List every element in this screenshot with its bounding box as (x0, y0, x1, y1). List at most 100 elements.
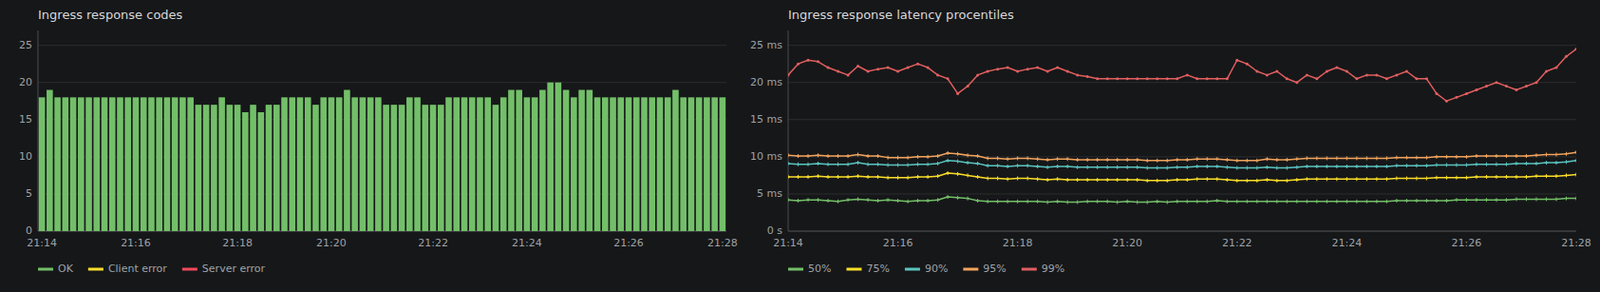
marker (1454, 175, 1459, 180)
legend: OKClient errorServer error (37, 262, 266, 275)
marker (906, 66, 910, 70)
marker (1465, 92, 1469, 95)
line (788, 160, 1577, 169)
marker (1225, 76, 1229, 80)
marker (796, 198, 801, 203)
bar (452, 96, 460, 231)
marker (926, 66, 930, 70)
marker (1394, 73, 1398, 76)
marker (1315, 176, 1319, 181)
marker (1304, 199, 1309, 204)
marker (1434, 198, 1439, 203)
marker (836, 162, 841, 167)
marker (1075, 177, 1080, 182)
y-tick-label: 10 ms (750, 150, 783, 163)
marker (1255, 199, 1260, 204)
bar (210, 104, 218, 231)
marker (1544, 69, 1548, 73)
marker (1534, 196, 1539, 201)
marker (1444, 198, 1449, 203)
marker (916, 162, 921, 167)
bar (375, 96, 382, 231)
bar (531, 96, 539, 231)
x-tick-label: 21:16 (120, 236, 151, 249)
marker (1524, 174, 1528, 179)
marker (1434, 92, 1438, 95)
marker (1543, 160, 1548, 165)
bar (351, 96, 358, 231)
marker (1105, 157, 1110, 162)
marker (1384, 164, 1389, 169)
line (788, 172, 1577, 181)
x-tick-label: 21:28 (1561, 236, 1592, 249)
marker (1454, 154, 1459, 159)
marker (905, 155, 910, 160)
marker (865, 162, 870, 167)
marker (1204, 156, 1209, 161)
marker (1454, 197, 1459, 202)
marker (916, 154, 921, 159)
bar (398, 104, 406, 231)
marker (1374, 199, 1379, 204)
bar (320, 96, 327, 231)
marker (1255, 158, 1260, 163)
marker (816, 59, 820, 63)
marker (865, 197, 870, 202)
marker (1055, 156, 1060, 161)
bar (288, 96, 296, 231)
marker (1005, 199, 1010, 204)
marker (956, 171, 960, 176)
legend-label: 99% (1041, 262, 1065, 275)
y-tick-label: 5 ms (756, 187, 783, 200)
marker (856, 160, 861, 165)
bar (343, 90, 351, 231)
marker (1324, 199, 1329, 204)
grid-line (788, 192, 1577, 194)
x-tick-label: 21:14 (26, 236, 57, 249)
legend-swatch (1021, 267, 1037, 271)
marker (1494, 197, 1499, 202)
marker (945, 194, 950, 199)
marker (1424, 155, 1429, 160)
legend-label: 95% (982, 262, 1006, 275)
marker (1235, 199, 1240, 204)
marker (1244, 199, 1249, 204)
marker (846, 197, 850, 202)
bar (62, 96, 70, 231)
marker (796, 162, 801, 167)
marker (1105, 177, 1110, 182)
marker (946, 76, 950, 80)
marker (1285, 76, 1289, 80)
marker (1275, 157, 1280, 162)
legend-swatch (88, 267, 104, 271)
marker (936, 73, 940, 76)
marker (965, 160, 970, 165)
marker (1055, 199, 1060, 204)
marker (827, 66, 830, 70)
marker (1574, 158, 1577, 163)
marker (1315, 199, 1319, 204)
marker (1075, 165, 1080, 170)
marker (1564, 55, 1568, 58)
bar (617, 96, 624, 231)
marker (936, 153, 941, 158)
marker (1355, 176, 1359, 181)
marker (1175, 177, 1180, 182)
bar (312, 104, 320, 231)
bar (539, 90, 546, 231)
marker (1045, 177, 1050, 182)
marker (1563, 159, 1568, 164)
marker (1504, 197, 1508, 202)
bar (492, 104, 500, 231)
marker (1005, 176, 1010, 181)
marker (816, 197, 821, 202)
line (788, 49, 1577, 102)
y-tick-label: 0 (25, 224, 33, 237)
marker (885, 162, 890, 167)
marker (1275, 166, 1280, 170)
marker (1364, 155, 1369, 160)
marker (1195, 76, 1199, 80)
marker (876, 153, 881, 158)
bar (116, 96, 124, 231)
marker (1414, 176, 1419, 181)
